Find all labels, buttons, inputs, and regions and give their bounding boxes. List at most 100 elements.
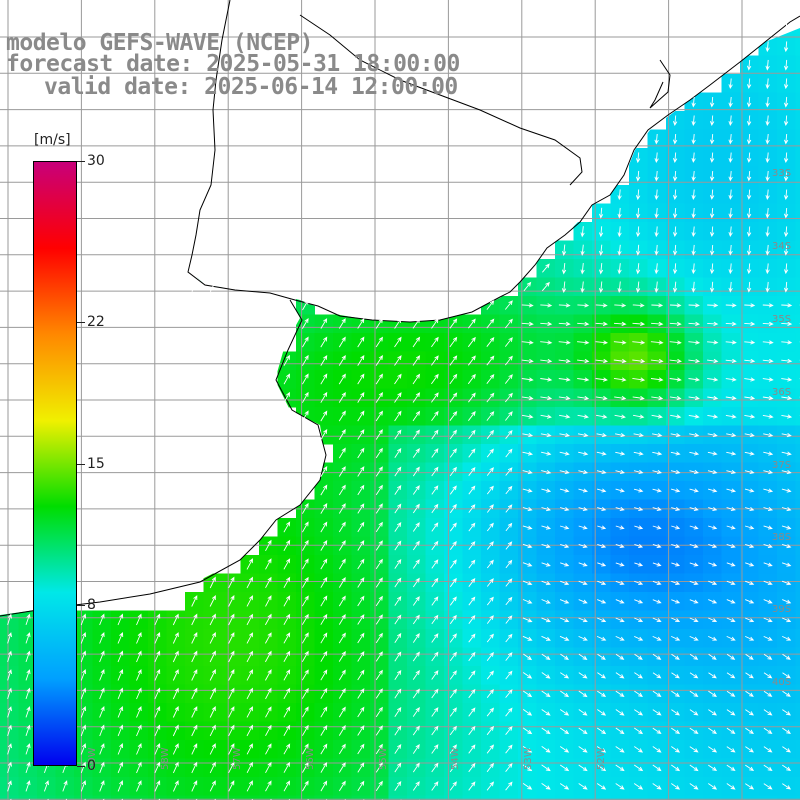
wind-arrow [781, 377, 793, 382]
wind-arrow [726, 672, 736, 679]
wind-arrow [394, 447, 402, 458]
colorbar-units: [m/s] [34, 132, 71, 148]
wind-arrow [99, 669, 105, 681]
wind-arrow [615, 653, 625, 660]
wind-speed-cell [684, 795, 704, 800]
longitude-label: 59W [87, 747, 98, 770]
wind-arrow [431, 318, 439, 329]
wind-arrow [412, 633, 420, 643]
wind-arrow [522, 469, 533, 475]
wind-speed-cell [351, 795, 371, 800]
wind-arrow [726, 432, 737, 438]
wind-speed-cell [18, 795, 38, 800]
wind-arrow [320, 355, 328, 366]
wind-arrow [783, 281, 789, 293]
wind-arrow [283, 354, 290, 366]
wind-arrow [783, 263, 789, 275]
wind-speed-cell [444, 795, 463, 800]
wind-arrow [338, 687, 346, 699]
wind-arrow [783, 59, 789, 71]
wind-arrow [522, 746, 533, 753]
wind-arrow [615, 469, 626, 475]
wind-arrow [615, 488, 625, 493]
wind-arrow [540, 303, 553, 308]
wind-arrow [209, 595, 216, 607]
wind-arrow [617, 226, 622, 238]
wind-arrow [541, 543, 551, 549]
wind-arrow [412, 392, 421, 403]
wind-arrow [541, 525, 551, 530]
wind-arrow [709, 263, 715, 275]
wind-arrow [541, 562, 551, 567]
wind-arrow [651, 321, 664, 327]
wind-arrow [394, 485, 402, 495]
wind-speed-cell [592, 795, 611, 800]
wind-arrow [688, 321, 701, 327]
coastline-south [0, 299, 327, 617]
colorbar-tick-label: 8 [87, 596, 96, 613]
latitude-label: 35S [772, 314, 791, 325]
wind-arrow [541, 506, 551, 512]
wind-arrow [763, 653, 773, 660]
wind-arrow [283, 780, 290, 792]
wind-speed-cell [795, 333, 800, 352]
wind-arrow [320, 429, 328, 440]
wind-arrow [763, 525, 773, 530]
wind-arrow [597, 672, 606, 679]
wind-arrow [505, 781, 513, 791]
wind-arrow [302, 762, 309, 773]
wind-arrow [615, 451, 626, 456]
wind-arrow [559, 525, 570, 530]
wind-arrow [652, 746, 662, 753]
wind-arrow [25, 724, 31, 737]
wind-arrow [782, 690, 791, 697]
wind-arrow [672, 226, 678, 238]
wind-arrow [708, 525, 718, 530]
wind-arrow [728, 96, 733, 108]
wind-speed-cell [795, 185, 800, 204]
wind-arrow [615, 432, 626, 438]
wind-arrow [394, 503, 402, 514]
wind-arrow [598, 244, 604, 256]
wind-arrow [468, 707, 476, 717]
wind-arrow [320, 762, 328, 773]
wind-arrow [559, 451, 570, 456]
wind-arrow [99, 743, 105, 755]
wind-arrow [522, 580, 533, 586]
wind-arrow [357, 632, 365, 644]
wind-arrow [745, 709, 754, 716]
wind-arrow [781, 395, 793, 401]
wind-arrow [412, 725, 420, 736]
wind-arrow [672, 281, 678, 293]
wind-arrow [634, 580, 644, 586]
wind-arrow [708, 672, 717, 679]
wind-speed-cell [296, 795, 315, 800]
wind-arrow [633, 488, 644, 493]
wind-arrow [431, 466, 439, 477]
wind-arrow [357, 780, 365, 792]
wind-arrow [559, 599, 570, 604]
wind-arrow [597, 506, 607, 512]
wind-arrow [540, 395, 553, 401]
wind-arrow [650, 377, 664, 382]
wind-arrow [560, 543, 570, 549]
wind-arrow [781, 580, 792, 586]
wind-arrow [431, 762, 439, 773]
wind-arrow [765, 263, 770, 275]
wind-arrow [654, 244, 659, 256]
wind-arrow [468, 392, 476, 403]
wind-arrow [670, 432, 681, 438]
wind-arrow [338, 373, 346, 385]
wind-arrow [781, 562, 792, 567]
wind-arrow [338, 466, 346, 477]
wind-arrow [302, 354, 309, 366]
wind-arrow [357, 595, 365, 607]
wind-arrow [708, 599, 718, 604]
wind-arrow [597, 690, 607, 697]
wind-arrows [7, 22, 800, 800]
wind-arrow [763, 599, 773, 604]
wind-arrow [431, 392, 439, 403]
wind-arrow [357, 521, 365, 533]
wind-arrow [781, 543, 792, 549]
colorbar [33, 161, 77, 766]
